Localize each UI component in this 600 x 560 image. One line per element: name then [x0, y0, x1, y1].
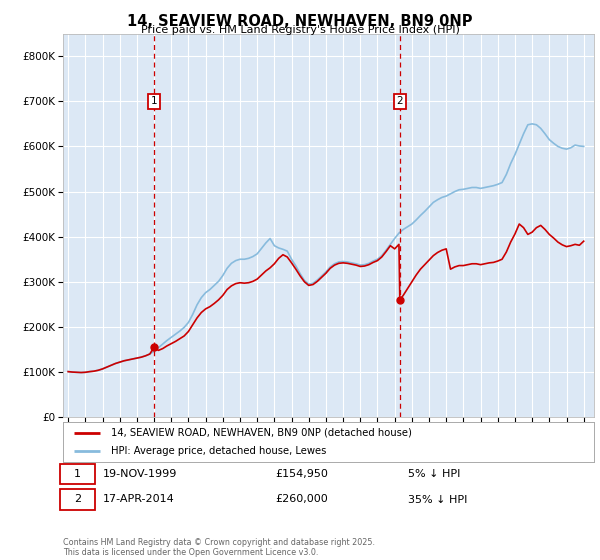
Text: 14, SEAVIEW ROAD, NEWHAVEN, BN9 0NP: 14, SEAVIEW ROAD, NEWHAVEN, BN9 0NP [127, 14, 473, 29]
Text: 5% ↓ HPI: 5% ↓ HPI [408, 469, 461, 479]
FancyBboxPatch shape [61, 464, 95, 484]
Text: 1: 1 [151, 96, 157, 106]
Text: HPI: Average price, detached house, Lewes: HPI: Average price, detached house, Lewe… [111, 446, 326, 456]
FancyBboxPatch shape [61, 489, 95, 510]
Text: 17-APR-2014: 17-APR-2014 [103, 494, 175, 505]
Text: Contains HM Land Registry data © Crown copyright and database right 2025.
This d: Contains HM Land Registry data © Crown c… [63, 538, 375, 557]
Text: 35% ↓ HPI: 35% ↓ HPI [408, 494, 467, 505]
Text: Price paid vs. HM Land Registry's House Price Index (HPI): Price paid vs. HM Land Registry's House … [140, 25, 460, 35]
Text: 2: 2 [397, 96, 403, 106]
Text: £154,950: £154,950 [275, 469, 328, 479]
Text: £260,000: £260,000 [275, 494, 328, 505]
Text: 2: 2 [74, 494, 81, 505]
Text: 19-NOV-1999: 19-NOV-1999 [103, 469, 177, 479]
Text: 14, SEAVIEW ROAD, NEWHAVEN, BN9 0NP (detached house): 14, SEAVIEW ROAD, NEWHAVEN, BN9 0NP (det… [111, 428, 412, 437]
Text: 1: 1 [74, 469, 81, 479]
